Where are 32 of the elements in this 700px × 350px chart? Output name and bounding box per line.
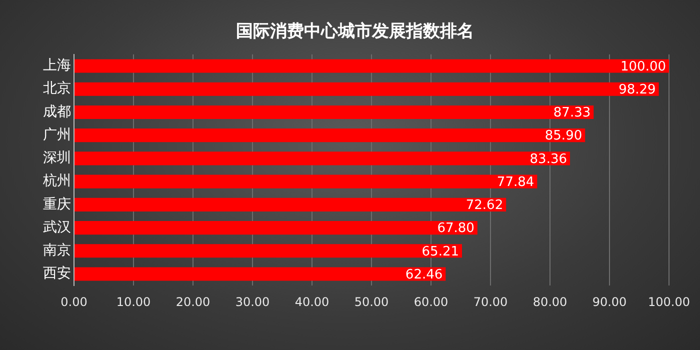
data-label: 62.46 [405,267,443,282]
data-label: 100.00 [620,59,666,74]
data-label: 87.33 [553,106,591,121]
data-label: 65.21 [422,244,460,260]
chart-title: 国际消费中心城市发展指数排名 [236,22,474,42]
y-tick-label: 南京 [43,242,71,259]
data-label: 77.84 [496,174,534,190]
x-tick-label: 40.00 [294,294,330,309]
x-tick-label: 70.00 [473,294,508,309]
y-tick-label: 杭州 [42,173,71,190]
y-tick-label: 广州 [43,126,71,143]
x-tick-label: 80.00 [532,294,568,309]
x-tick-label: 90.00 [592,294,627,309]
x-tick-label: 60.00 [414,294,448,309]
y-tick-label: 武汉 [43,219,71,236]
y-tick-label: 上海 [43,58,71,74]
data-label: 83.36 [530,152,567,167]
data-label: 72.62 [466,198,504,214]
x-tick-label: 50.00 [354,294,389,309]
x-tick-label: 0.00 [60,294,88,309]
data-label: 98.29 [618,82,656,98]
y-tick-label: 成都 [43,104,71,120]
y-tick-label: 重庆 [43,196,71,212]
data-label: 85.90 [544,128,582,144]
data-label: 67.80 [437,221,474,236]
x-tick-label: 20.00 [176,294,210,309]
x-tick-label: 30.00 [235,294,270,309]
y-tick-label: 北京 [43,80,71,97]
x-tick-label: 100.00 [648,294,690,309]
x-tick-label: 10.00 [116,294,151,309]
y-tick-label: 西安 [43,266,71,282]
y-tick-label: 深圳 [43,150,71,166]
